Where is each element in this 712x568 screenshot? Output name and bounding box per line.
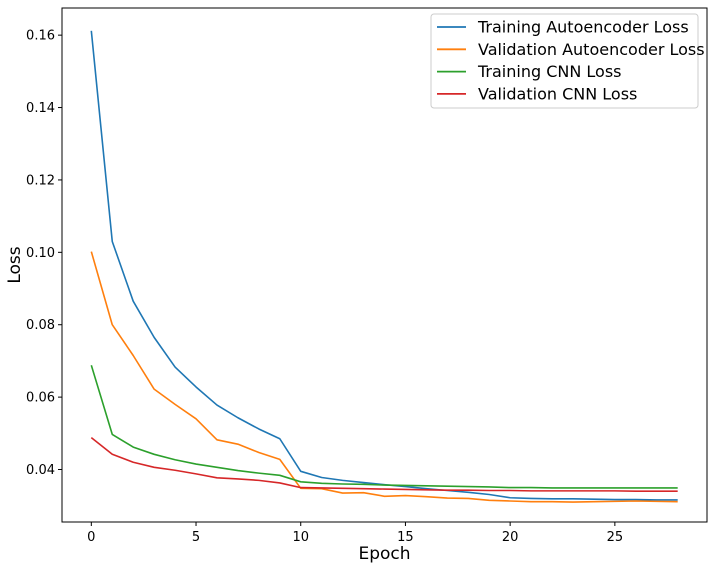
x-tick-label: 5 <box>192 530 200 545</box>
x-axis-ticks: 0 5 10 15 20 25 <box>87 522 623 545</box>
x-tick-label: 15 <box>397 530 414 545</box>
plot-frame <box>61 7 708 523</box>
series-line-2 <box>90 251 678 503</box>
y-tick-label: 0.06 <box>26 391 55 406</box>
y-tick-label: 0.04 <box>26 463 55 478</box>
y-tick-label: 0.12 <box>26 173 55 188</box>
y-tick-label: 0.08 <box>26 318 55 333</box>
x-tick-label: 25 <box>607 530 624 545</box>
y-tick-label: 0.16 <box>26 29 55 44</box>
legend-label: Validation CNN Loss <box>478 84 637 103</box>
legend-label: Training Autoencoder Loss <box>477 18 689 37</box>
series-line-3 <box>90 365 678 489</box>
legend-label: Validation Autoencoder Loss <box>478 40 705 59</box>
x-tick-label: 10 <box>292 530 309 545</box>
legend-label: Training CNN Loss <box>477 62 622 81</box>
y-tick-label: 0.10 <box>26 246 55 261</box>
legend: Training Autoencoder Loss Validation Auto… <box>430 13 705 109</box>
y-axis-ticks: 0.04 0.06 0.08 0.10 0.12 0.14 0.16 <box>26 29 62 478</box>
y-axis-title: Loss <box>5 246 25 283</box>
x-tick-label: 20 <box>502 530 519 545</box>
x-tick-label: 0 <box>87 530 95 545</box>
plot-lines <box>90 30 678 503</box>
series-line-4 <box>90 437 678 493</box>
x-axis-title: Epoch <box>358 544 410 564</box>
legend-box <box>430 13 699 109</box>
y-tick-label: 0.14 <box>26 101 55 116</box>
